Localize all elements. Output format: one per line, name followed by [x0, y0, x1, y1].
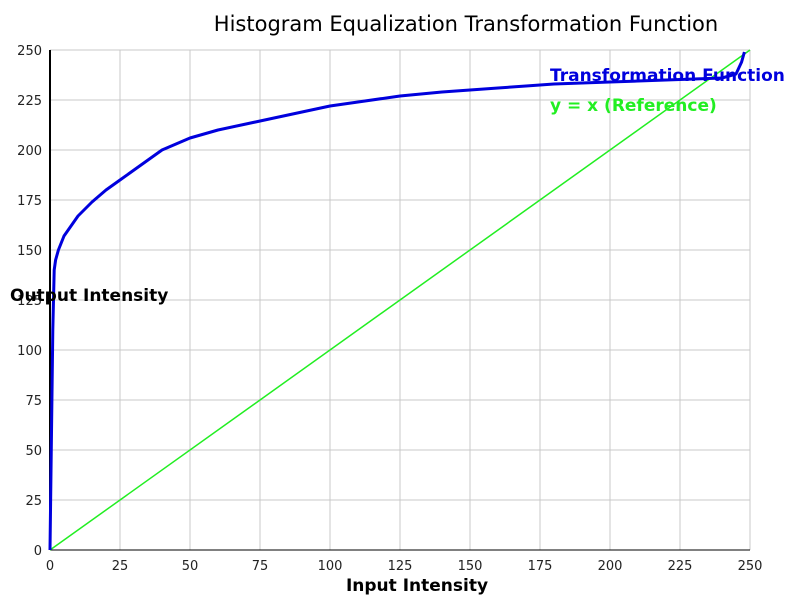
x-tick-label: 225 [668, 559, 693, 574]
x-axis-title: Input Intensity [346, 576, 488, 596]
x-tick-labels: 0 25 50 75 100 125 150 175 200 225 250 [46, 559, 763, 574]
y-tick-label: 0 [34, 544, 42, 559]
x-tick-label: 200 [598, 559, 623, 574]
series-lines [48, 49, 751, 551]
y-tick-labels: 0 25 50 75 100 125 150 175 200 225 250 [17, 44, 42, 559]
x-tick-label: 0 [46, 559, 54, 574]
x-tick-label: 25 [112, 559, 129, 574]
x-tick-label: 75 [252, 559, 269, 574]
x-tick-label: 175 [528, 559, 553, 574]
y-tick-label: 75 [25, 394, 42, 409]
x-tick-label: 100 [318, 559, 343, 574]
chart-title: Histogram Equalization Transformation Fu… [214, 12, 718, 36]
y-tick-label: 200 [17, 144, 42, 159]
x-tick-label: 125 [388, 559, 413, 574]
y-tick-label: 150 [17, 244, 42, 259]
x-tick-label: 250 [738, 559, 763, 574]
y-tick-label: 25 [25, 494, 42, 509]
legend-item-reference: y = x (Reference) [550, 96, 717, 116]
x-tick-label: 150 [458, 559, 483, 574]
y-tick-label: 175 [17, 194, 42, 209]
y-tick-label: 125 [17, 294, 42, 309]
x-tick-label: 50 [182, 559, 199, 574]
y-tick-label: 50 [25, 444, 42, 459]
y-tick-label: 225 [17, 94, 42, 109]
y-axis-title: Output Intensity [10, 286, 168, 306]
grid [50, 49, 751, 550]
y-tick-label: 250 [17, 44, 42, 59]
y-tick-label: 100 [17, 344, 42, 359]
reference-line [49, 49, 751, 551]
legend-item-transformation-function: Transformation Function [550, 66, 785, 86]
transformation-function-line [48, 51, 746, 551]
